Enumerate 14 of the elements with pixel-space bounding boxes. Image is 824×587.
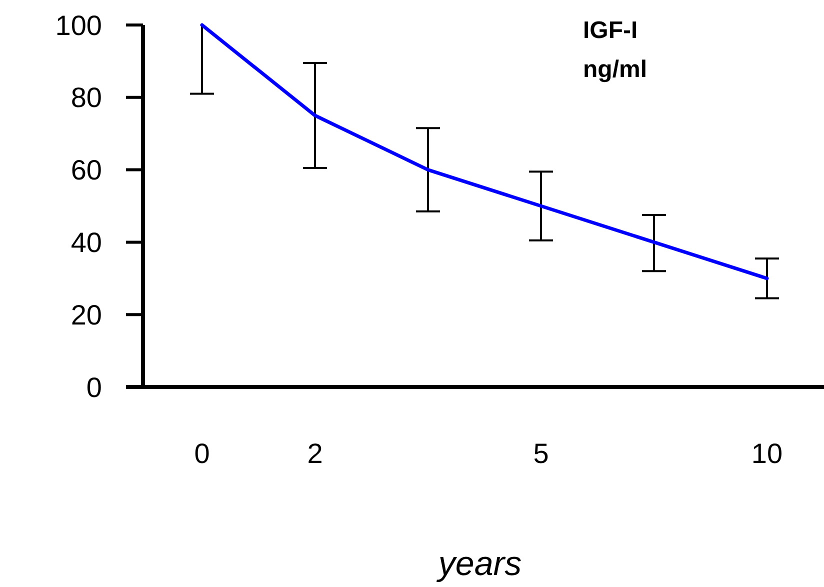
- y-tick-label: 60: [70, 154, 102, 186]
- chart-title: IGF-I: [583, 17, 638, 44]
- y-tick-label: 20: [70, 299, 102, 330]
- y-tick-label: 40: [70, 227, 102, 258]
- x-tick-label: 10: [751, 438, 783, 469]
- x-tick-label: 5: [533, 438, 549, 469]
- x-axis-title: years: [436, 545, 522, 583]
- line-series: [200, 23, 769, 280]
- x-tick-label: 0: [194, 438, 210, 469]
- y-tick-label: 100: [55, 10, 102, 41]
- y-tick-label: 0: [86, 372, 102, 403]
- y-tick-label: 80: [70, 82, 102, 114]
- text: ng/ml: [583, 56, 647, 83]
- x-tick-label: 2: [307, 438, 323, 469]
